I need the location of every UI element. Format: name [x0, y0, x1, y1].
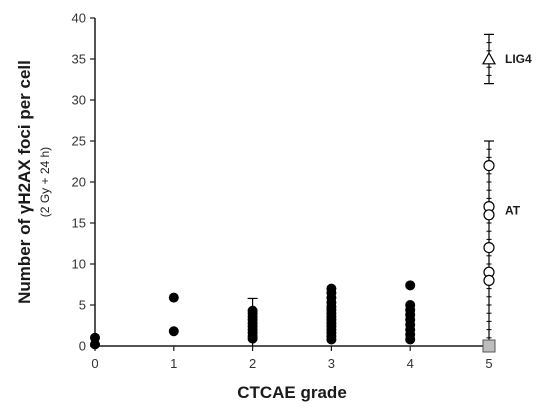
y-tick-label: 15: [72, 216, 86, 231]
y-axis-title: Number of γH2AX foci per cell: [15, 60, 34, 304]
data-point: [168, 326, 179, 337]
y-tick-label: 5: [79, 298, 86, 313]
x-axis-title: CTCAE grade: [237, 383, 347, 402]
axes: 0 5 10 15 20 25 30 35 40 0 1 2 3 4 5: [72, 11, 493, 372]
data-point-open-circle: [483, 209, 495, 221]
y-tick-label: 0: [79, 339, 86, 354]
y-tick-label: 40: [72, 11, 86, 26]
y-tick-label: 20: [72, 175, 86, 190]
x-tick-label: 4: [407, 356, 414, 371]
series-label: AT: [505, 204, 521, 218]
data-point-open-circle: [483, 242, 495, 254]
data-point-open-circle: [483, 160, 495, 172]
y-tick-label: 25: [72, 134, 86, 149]
series-label: LIG4: [505, 52, 532, 66]
data-point: [405, 300, 416, 310]
y-axis-subtitle: (2 Gy + 24 h): [38, 147, 52, 217]
y-tick-label: 30: [72, 93, 86, 108]
x-tick-label: 5: [485, 356, 492, 371]
y-tick-label: 35: [72, 52, 86, 67]
x-tick-label: 0: [91, 356, 98, 371]
x-tick-label: 2: [249, 356, 256, 371]
data-point: [326, 283, 337, 294]
data-point-open-circle: [483, 274, 495, 286]
data-point-open-triangle: [481, 51, 497, 65]
data-point: [247, 305, 258, 316]
data-point-square: [482, 339, 496, 353]
data-point: [168, 292, 179, 303]
x-tick-label: 3: [328, 356, 335, 371]
data-marks: AT LIG4: [90, 33, 532, 353]
x-tick-label: 1: [170, 356, 177, 371]
data-point: [405, 280, 416, 291]
data-point: [90, 332, 100, 343]
y-tick-label: 10: [72, 257, 86, 272]
